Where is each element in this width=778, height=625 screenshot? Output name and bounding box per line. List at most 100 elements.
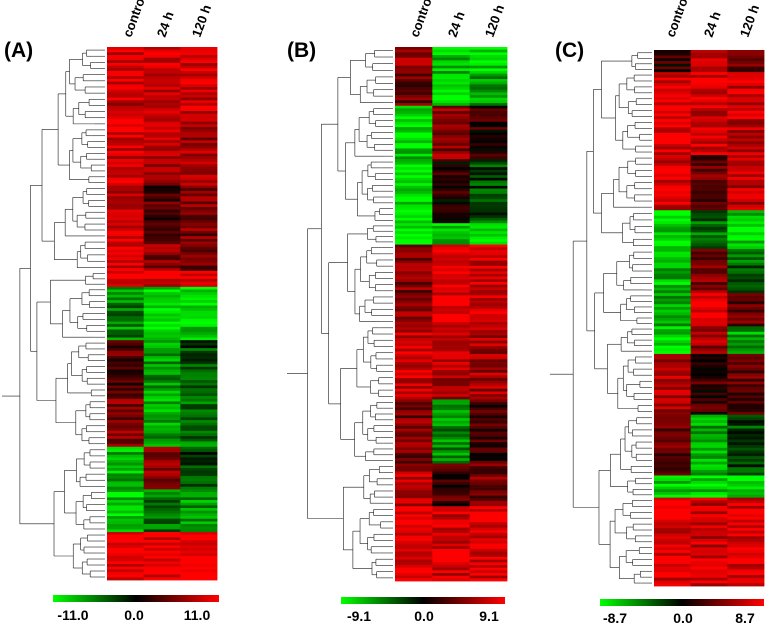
- heatmap-cell: [143, 553, 181, 557]
- heatmap-cell: [727, 218, 765, 222]
- heatmap-cell: [469, 145, 508, 149]
- heatmap-cell: [727, 91, 765, 95]
- heatmap-cell: [727, 243, 765, 247]
- heatmap-cell: [180, 276, 218, 280]
- heatmap-cell: [690, 434, 728, 438]
- heatmap-cell: [432, 49, 471, 53]
- heatmap-cell: [395, 236, 433, 240]
- heatmap-cell: [432, 265, 471, 270]
- heatmap-cell: [654, 119, 692, 123]
- heatmap-cell: [690, 555, 728, 559]
- heatmap-cell: [180, 484, 218, 488]
- heatmap-cell: [180, 260, 218, 264]
- heatmap-cell: [432, 316, 471, 320]
- heatmap-cell: [395, 543, 433, 547]
- heatmap-cell: [690, 450, 728, 454]
- heatmap-cell: [690, 193, 728, 197]
- heatmap-cell: [469, 508, 508, 512]
- heatmap-cell: [727, 422, 765, 427]
- heatmap-cell: [395, 71, 433, 75]
- heatmap-cell: [395, 273, 433, 278]
- heatmap-cell: [107, 126, 145, 131]
- heatmap-cell: [690, 271, 728, 275]
- heatmap-cell: [432, 362, 471, 366]
- heatmap-cell: [690, 558, 728, 562]
- heatmap-cell: [143, 190, 181, 194]
- heatmap-cell: [143, 145, 181, 149]
- heatmap-cell: [727, 94, 765, 98]
- heatmap-cell: [432, 482, 471, 486]
- heatmap-cell: [654, 298, 692, 302]
- heatmap-cell: [432, 535, 471, 539]
- heatmap-cell: [469, 412, 508, 416]
- heatmap-cell: [469, 87, 508, 91]
- heatmap-cell: [143, 217, 181, 221]
- heatmap-cell: [432, 79, 471, 83]
- heatmap-cell: [107, 332, 145, 336]
- heatmap-cell: [690, 364, 728, 369]
- heatmap-cell: [727, 409, 765, 413]
- heatmap-cell: [395, 335, 433, 339]
- heatmap-cell: [690, 400, 728, 405]
- heatmap-cell: [143, 510, 181, 514]
- heatmap-cell: [469, 273, 508, 278]
- heatmap-cell: [395, 458, 433, 462]
- heatmap-cell: [107, 502, 145, 506]
- heatmap-cell: [395, 76, 433, 80]
- heatmap-cell: [180, 462, 218, 466]
- heatmap-cell: [654, 539, 692, 543]
- heatmap-cell: [107, 364, 145, 368]
- heatmap-cell: [107, 201, 145, 205]
- heatmap-cell: [432, 268, 471, 272]
- heatmap-cell: [143, 401, 181, 405]
- heatmap-cell: [395, 137, 433, 141]
- heatmap-cell: [395, 527, 433, 531]
- heatmap-cell: [395, 386, 433, 390]
- heatmap-cell: [469, 380, 508, 384]
- heatmap-cell: [395, 105, 433, 109]
- heatmap-cell: [107, 228, 145, 232]
- heatmap-cell: [690, 248, 728, 253]
- heatmap-cell: [107, 340, 145, 344]
- heatmap-cell: [654, 505, 692, 510]
- heatmap-cell: [727, 434, 765, 438]
- heatmap-cell: [180, 524, 218, 528]
- heatmap-cell: [727, 190, 765, 195]
- heatmap-cell: [107, 449, 145, 453]
- heatmap-cell: [469, 556, 508, 561]
- heatmap-cell: [432, 252, 471, 256]
- heatmap-cell: [143, 166, 181, 170]
- heatmap-cell: [690, 143, 728, 148]
- heatmap-cell: [690, 301, 728, 305]
- heatmap-cell: [143, 364, 181, 368]
- heatmap-cell: [690, 522, 728, 526]
- heatmap-cell: [727, 420, 765, 424]
- heatmap-cell: [143, 198, 181, 202]
- heatmap-cell: [432, 407, 471, 411]
- heatmap-cell: [432, 439, 471, 443]
- heatmap-cell: [727, 486, 765, 490]
- heatmap-cell: [395, 348, 433, 352]
- heatmap-cell: [654, 563, 692, 568]
- heatmap-cell: [469, 468, 508, 472]
- heatmap-cell: [727, 141, 765, 145]
- heatmap-cell: [727, 362, 765, 366]
- heatmap-cell: [107, 577, 145, 581]
- heatmap-cell: [469, 140, 508, 144]
- heatmap-cell: [395, 540, 433, 545]
- heatmap-cell: [727, 536, 765, 540]
- heatmap-cell: [395, 207, 433, 211]
- heatmap-cell: [395, 279, 433, 283]
- heatmap-cell: [395, 113, 433, 117]
- heatmap-cell: [395, 514, 433, 518]
- heatmap-cell: [107, 321, 145, 325]
- heatmap-cell: [432, 297, 471, 302]
- heatmap-cell: [727, 481, 765, 485]
- heatmap-cell: [180, 310, 218, 314]
- heatmap-cell: [432, 412, 471, 416]
- heatmap-cell: [654, 188, 692, 192]
- heatmap-cell: [107, 513, 145, 517]
- heatmap-cell: [180, 47, 218, 51]
- heatmap-cell: [690, 196, 728, 200]
- heatmap-cell: [180, 372, 218, 376]
